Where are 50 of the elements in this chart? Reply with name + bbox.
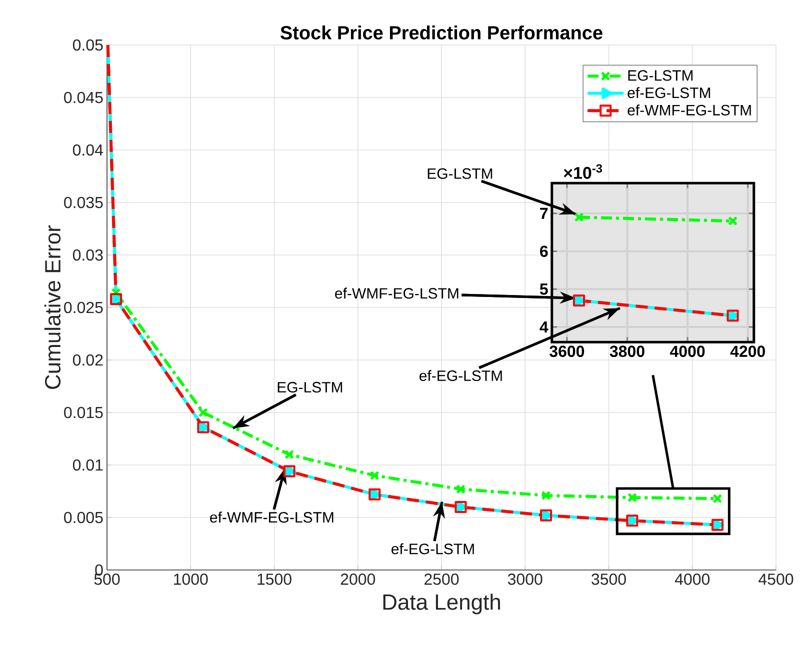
x-tick-label: 3800: [610, 346, 644, 358]
y-tick-label: 5: [540, 284, 548, 295]
point: [728, 216, 738, 226]
point: [456, 484, 466, 494]
annotation: EG-LSTM: [278, 382, 342, 393]
y-tick-label: 0.025: [64, 302, 103, 314]
legend-label: ef-WMF-EG-LSTM: [628, 104, 751, 116]
point: [284, 450, 294, 460]
y-tick-label: 0.015: [64, 406, 103, 418]
x-tick-label: 3000: [508, 574, 542, 585]
x-tick-label: 1500: [258, 574, 292, 585]
y-tick-label: 0.035: [64, 196, 103, 208]
point: [574, 212, 584, 222]
y-tick-label: 6: [540, 246, 548, 257]
point: [370, 470, 380, 480]
x-axis-title: Data Length: [383, 594, 500, 614]
x-tick-label: 2000: [340, 574, 376, 585]
chart-title: Stock Price Prediction Performance: [280, 26, 602, 40]
y-tick-label: 7: [540, 208, 548, 219]
point: [541, 490, 551, 500]
y-axis-title: Cumulative Error: [44, 225, 61, 389]
legend-label: ef-EG-LSTM: [628, 87, 710, 98]
x-tick-label: 2500: [424, 574, 459, 585]
x-tick-label: 4000: [670, 346, 705, 358]
y-tick-label: 0.04: [72, 144, 103, 156]
y-tick-label: 0.03: [72, 249, 103, 261]
y-tick-label: 0.005: [64, 512, 103, 524]
point: [627, 492, 637, 502]
legend-label: EG-LSTM: [628, 70, 693, 81]
y-tick-label: 0.01: [72, 459, 103, 471]
point: [712, 494, 722, 504]
x-tick-label: 1000: [174, 574, 208, 585]
y-tick-label: 0.05: [72, 39, 103, 51]
y-tick-label: 4: [540, 321, 548, 333]
x-tick-label: 4500: [758, 574, 794, 585]
annotation: ef-WMF-EG-LSTM: [335, 288, 458, 299]
x-tick-label: 4200: [730, 346, 765, 358]
annotation: ×10$^{-3}$: [564, 164, 602, 179]
y-tick-label: 0.02: [72, 354, 103, 366]
x-tick-label: 3600: [550, 346, 584, 358]
y-tick-label: 0.045: [64, 92, 103, 104]
point: [198, 408, 208, 418]
x-tick-label: 3500: [592, 574, 626, 585]
x-tick-label: 4000: [674, 574, 710, 585]
annotation: ef-WMF-EG-LSTM: [210, 512, 334, 523]
annotation: ef-EG-LSTM: [420, 370, 502, 382]
annotation: ef-EG-LSTM: [392, 543, 474, 554]
x-tick-label: 500: [94, 574, 120, 585]
y-tick-label: 0: [95, 564, 103, 576]
annotation: EG-LSTM: [428, 168, 492, 179]
